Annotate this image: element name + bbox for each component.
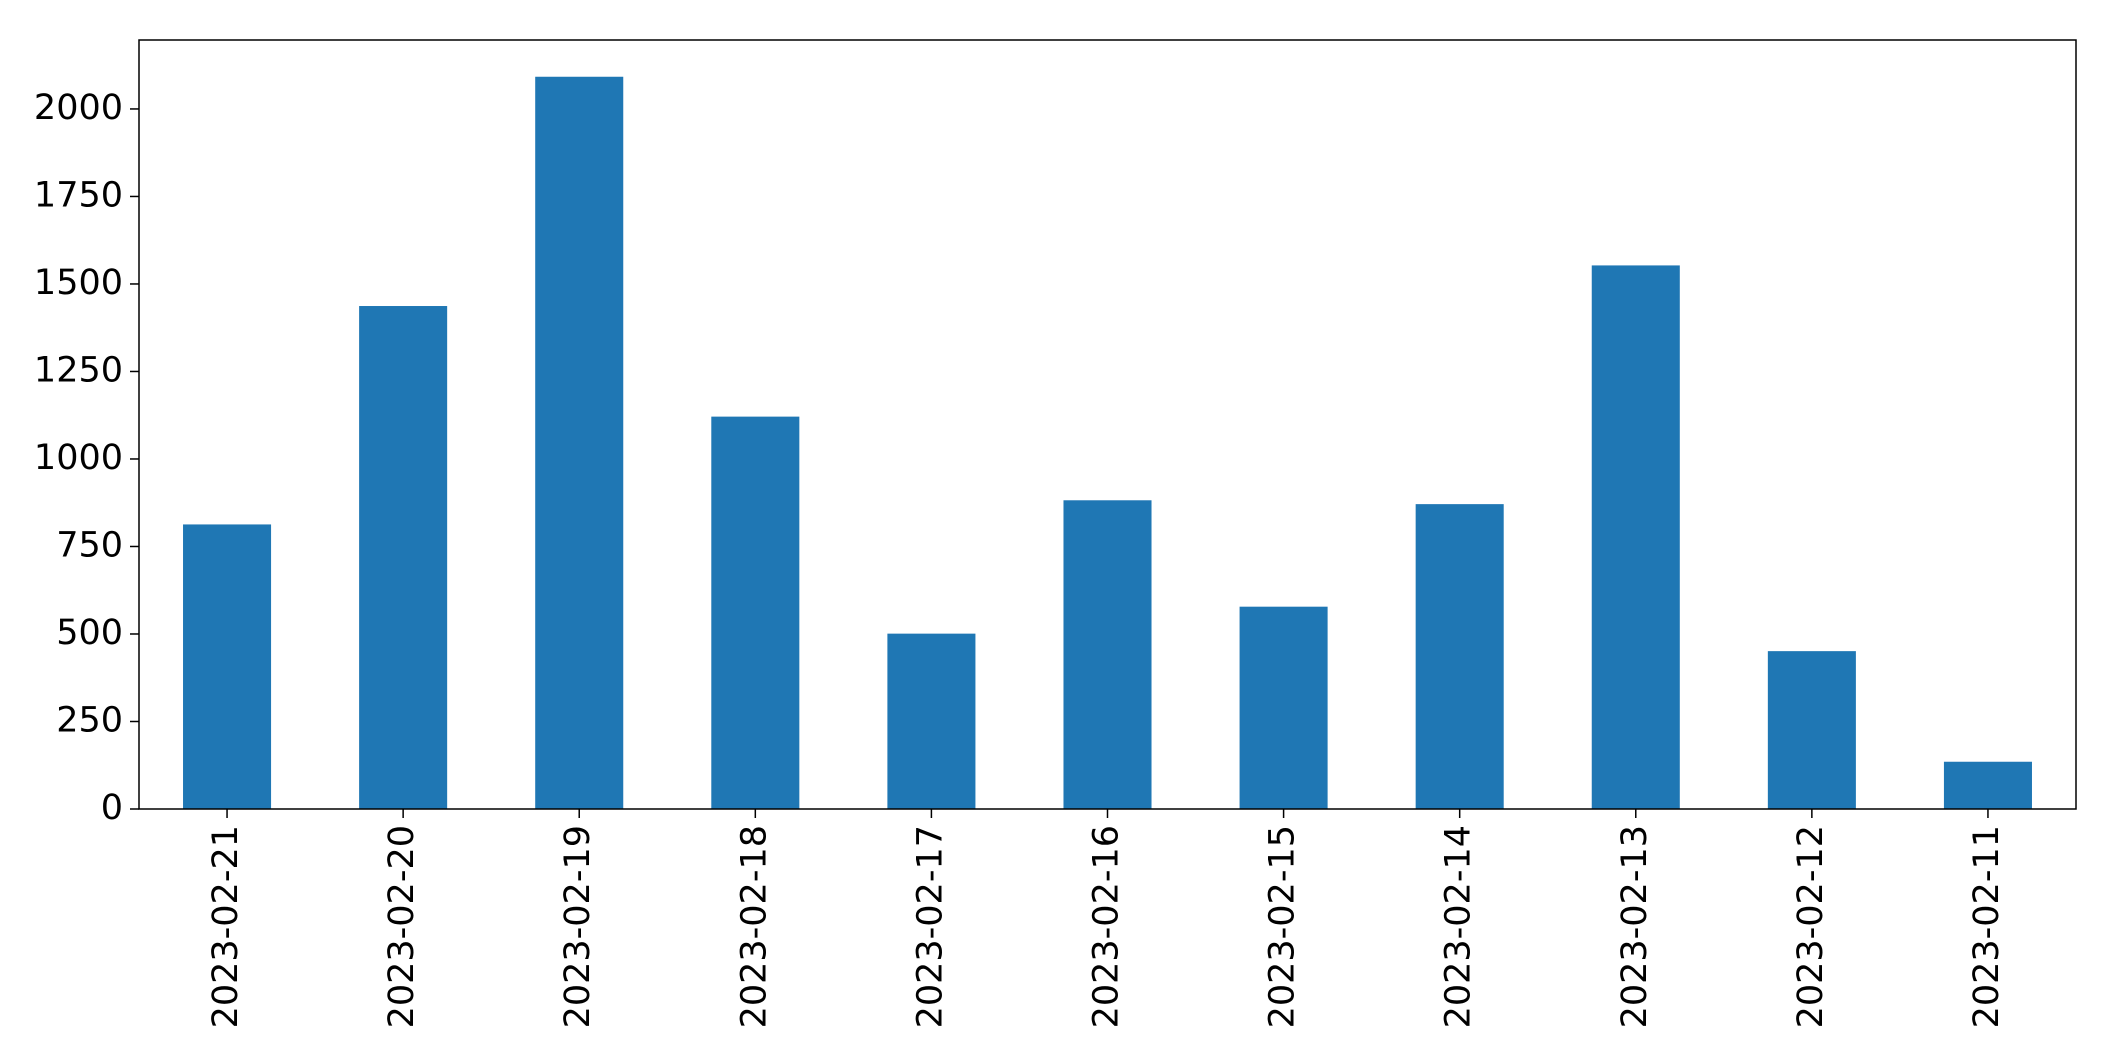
x-tick-label: 2023-02-21	[206, 825, 246, 1028]
y-tick-label: 750	[56, 525, 123, 565]
bar	[1063, 500, 1152, 809]
x-tick-label: 2023-02-19	[558, 825, 598, 1028]
x-tick-label: 2023-02-20	[382, 825, 422, 1028]
y-tick-label: 1750	[34, 175, 123, 215]
y-tick-label: 0	[101, 788, 123, 828]
bar	[887, 633, 976, 809]
y-tick-label: 500	[56, 613, 123, 653]
bar	[535, 76, 624, 810]
x-tick-label: 2023-02-18	[734, 825, 774, 1028]
y-tick-label: 1000	[34, 438, 123, 478]
x-tick-label: 2023-02-14	[1439, 825, 1479, 1028]
x-tick-label: 2023-02-15	[1263, 825, 1303, 1028]
y-tick-label: 2000	[34, 88, 123, 128]
x-tick-label: 2023-02-11	[1967, 825, 2007, 1028]
y-tick-label: 1250	[34, 350, 123, 390]
bar	[1239, 606, 1328, 809]
x-tick-label: 2023-02-12	[1791, 825, 1831, 1028]
y-tick-label: 250	[56, 700, 123, 740]
plot-frame	[138, 39, 2077, 810]
bar	[1767, 651, 1856, 809]
bar	[183, 524, 272, 809]
bar	[359, 306, 448, 809]
bar	[1415, 504, 1504, 809]
x-tick-label: 2023-02-17	[910, 825, 950, 1028]
bar	[711, 416, 800, 809]
bar	[1943, 761, 2032, 809]
x-tick-label: 2023-02-16	[1087, 825, 1127, 1028]
x-tick-label: 2023-02-13	[1615, 825, 1655, 1028]
y-tick-label: 1500	[34, 263, 123, 303]
bar	[1591, 265, 1680, 809]
